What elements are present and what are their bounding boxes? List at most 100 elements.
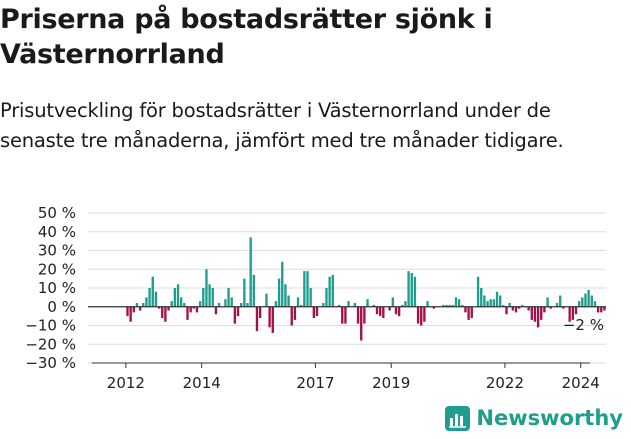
bar bbox=[202, 288, 205, 307]
bar bbox=[176, 284, 180, 307]
bar bbox=[337, 304, 341, 307]
bar bbox=[287, 295, 290, 307]
bar bbox=[366, 299, 369, 307]
brand-logo[interactable]: Newsworthy bbox=[445, 403, 623, 433]
bar bbox=[189, 306, 192, 313]
bar bbox=[277, 278, 281, 307]
bar bbox=[145, 297, 148, 307]
bar bbox=[341, 306, 344, 324]
bar bbox=[164, 306, 167, 322]
bar bbox=[568, 306, 571, 322]
bar bbox=[300, 304, 303, 307]
bar bbox=[243, 278, 246, 307]
bar bbox=[227, 288, 230, 307]
bar bbox=[600, 306, 603, 313]
bar bbox=[577, 301, 581, 307]
bar bbox=[217, 303, 221, 307]
bar bbox=[325, 288, 328, 307]
bar bbox=[480, 288, 483, 307]
bar bbox=[388, 306, 391, 311]
x-tick-label: 2014 bbox=[183, 374, 221, 392]
x-tick-label: 2017 bbox=[296, 374, 334, 392]
bar bbox=[344, 306, 347, 324]
bar bbox=[135, 303, 139, 307]
bar bbox=[382, 306, 385, 318]
y-tick-label: 30 % bbox=[38, 242, 76, 260]
bar bbox=[236, 306, 240, 317]
bar bbox=[502, 304, 505, 307]
x-tick-label: 2019 bbox=[372, 374, 410, 392]
bar bbox=[559, 295, 562, 307]
bar bbox=[214, 306, 218, 315]
bar bbox=[442, 304, 445, 307]
bar bbox=[527, 306, 530, 311]
bar bbox=[195, 306, 199, 313]
bar bbox=[281, 261, 284, 307]
bar bbox=[495, 291, 499, 307]
bar bbox=[574, 306, 578, 315]
bar bbox=[483, 295, 486, 307]
bar bbox=[148, 288, 151, 307]
bar bbox=[404, 301, 407, 307]
y-tick-label: −20 % bbox=[25, 335, 76, 353]
bar bbox=[154, 291, 158, 307]
bar bbox=[499, 295, 502, 307]
bar bbox=[432, 306, 436, 309]
bar bbox=[401, 304, 404, 307]
brand-name: Newsworthy bbox=[476, 406, 623, 430]
bar bbox=[445, 304, 448, 307]
bar bbox=[461, 304, 464, 307]
bar bbox=[151, 276, 154, 307]
bar bbox=[457, 299, 461, 307]
bar bbox=[410, 273, 413, 307]
bar bbox=[303, 271, 306, 307]
bar bbox=[129, 306, 132, 322]
bar bbox=[587, 289, 590, 307]
bar bbox=[255, 306, 259, 332]
y-tick-label: 50 % bbox=[38, 204, 76, 222]
bar bbox=[536, 306, 540, 328]
bar bbox=[423, 306, 426, 322]
bar bbox=[198, 301, 202, 307]
bar bbox=[521, 304, 524, 307]
bar bbox=[448, 304, 451, 307]
bar bbox=[464, 306, 467, 313]
bar bbox=[322, 303, 325, 307]
bar bbox=[331, 274, 334, 307]
x-axis-ticks: 2012 2014 2017 2019 2022 2024 bbox=[107, 363, 600, 392]
y-tick-label: 10 % bbox=[38, 279, 76, 297]
y-axis-ticks: 50 %40 %30 %20 %10 %0 %−10 %−20 %−30 % bbox=[25, 204, 76, 372]
bar bbox=[230, 297, 233, 307]
gridlines bbox=[88, 212, 606, 364]
bar bbox=[186, 306, 189, 320]
bar bbox=[170, 301, 173, 307]
bar bbox=[157, 306, 161, 309]
newsworthy-logo-icon bbox=[445, 405, 471, 431]
bar bbox=[138, 306, 142, 311]
bar bbox=[290, 306, 293, 326]
bar bbox=[315, 306, 319, 317]
bar bbox=[543, 306, 546, 313]
bar bbox=[167, 306, 170, 311]
bars bbox=[126, 237, 606, 341]
bar bbox=[347, 301, 350, 307]
bar bbox=[451, 304, 454, 307]
bar bbox=[420, 306, 423, 326]
bar bbox=[296, 297, 300, 307]
bar bbox=[180, 297, 183, 307]
bar bbox=[489, 299, 492, 307]
bar bbox=[593, 301, 597, 307]
bar bbox=[546, 297, 549, 307]
bar bbox=[511, 306, 514, 311]
bar bbox=[581, 297, 584, 307]
x-tick-label: 2012 bbox=[107, 374, 145, 392]
bar bbox=[470, 306, 473, 318]
bar bbox=[530, 306, 533, 320]
x-tick-label: 2024 bbox=[562, 374, 600, 392]
bar bbox=[173, 288, 177, 307]
bar bbox=[360, 306, 363, 341]
bar bbox=[211, 288, 214, 307]
bar bbox=[306, 271, 309, 307]
bar bbox=[353, 303, 357, 307]
bar bbox=[533, 306, 537, 322]
